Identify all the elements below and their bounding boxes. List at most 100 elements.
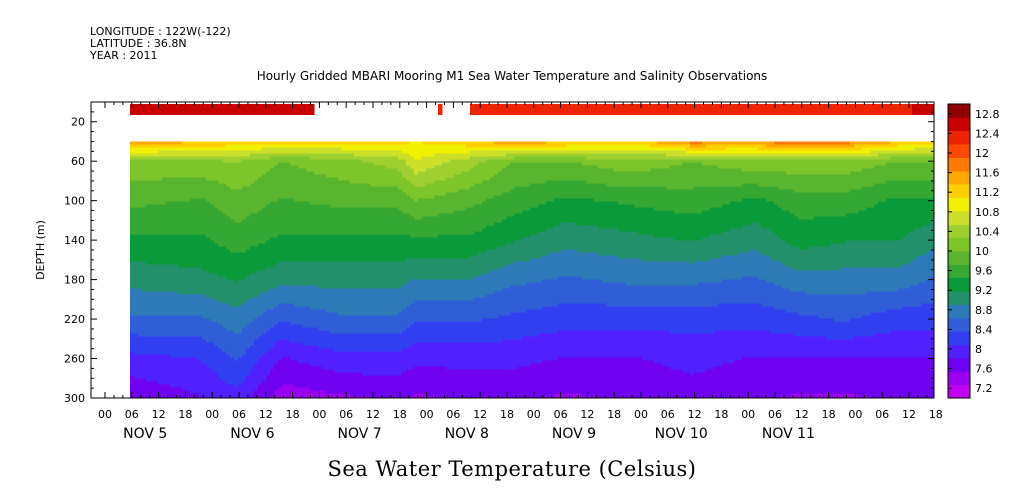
heatmap-cell — [354, 333, 359, 337]
heatmap-cell — [162, 210, 167, 214]
heatmap-cell — [218, 231, 223, 235]
heatmap-cell — [238, 195, 243, 199]
heatmap-cell — [310, 306, 315, 310]
heatmap-cell — [334, 150, 339, 154]
heatmap-cell — [162, 291, 167, 295]
heatmap-cell — [242, 390, 247, 394]
heatmap-cell — [186, 264, 191, 268]
heatmap-cell — [358, 285, 363, 289]
heatmap-cell — [230, 225, 235, 229]
heatmap-cell — [214, 279, 219, 283]
heatmap-cell — [278, 351, 283, 355]
heatmap-cell — [214, 159, 219, 163]
heatmap-cell — [338, 225, 343, 229]
heatmap-cell — [222, 393, 227, 397]
heatmap-cell — [274, 363, 279, 367]
heatmap-cell — [246, 222, 251, 226]
heatmap-cell — [274, 294, 279, 298]
heatmap-cell — [310, 198, 315, 202]
heatmap-cell — [302, 330, 307, 334]
heatmap-cell — [274, 201, 279, 205]
heatmap-cell — [142, 198, 147, 202]
heatmap-cell — [278, 150, 283, 154]
heatmap-cell — [338, 297, 343, 301]
heatmap-cell — [218, 282, 223, 286]
heatmap-cell — [198, 366, 203, 370]
heatmap-cell — [326, 315, 331, 319]
heatmap-cell — [330, 258, 335, 262]
heatmap-cell — [226, 183, 231, 187]
heatmap-cell — [314, 237, 319, 241]
heatmap-cell — [354, 219, 359, 223]
heatmap-cell — [346, 255, 351, 259]
heatmap-cell — [342, 288, 347, 292]
heatmap-cell — [174, 174, 179, 178]
heatmap-cell — [234, 372, 239, 376]
heatmap-cell — [242, 171, 247, 175]
heatmap-cell — [150, 294, 155, 298]
heatmap-cell — [158, 204, 163, 208]
heatmap-cell — [254, 363, 259, 367]
heatmap-cell — [134, 264, 139, 268]
heatmap-cell — [354, 216, 359, 220]
heatmap-cell — [354, 366, 359, 370]
heatmap-cell — [162, 297, 167, 301]
heatmap-cell — [230, 375, 235, 379]
heatmap-cell — [214, 276, 219, 280]
heatmap-cell — [230, 168, 235, 172]
heatmap-cell — [314, 294, 319, 298]
heatmap-cell — [194, 291, 199, 295]
heatmap-cell — [250, 339, 255, 343]
heatmap-cell — [214, 375, 219, 379]
heatmap-cell — [158, 348, 163, 352]
heatmap-cell — [146, 372, 151, 376]
heatmap-cell — [274, 147, 279, 151]
heatmap-cell — [306, 219, 311, 223]
heatmap-cell — [226, 351, 231, 355]
heatmap-cell — [166, 159, 171, 163]
heatmap-cell — [266, 144, 271, 148]
heatmap-cell — [162, 222, 167, 226]
heatmap-cell — [162, 177, 167, 181]
heatmap-cell — [270, 294, 275, 298]
heatmap-cell — [314, 243, 319, 247]
heatmap-cell — [298, 255, 303, 259]
heatmap-cell — [218, 255, 223, 259]
heatmap-cell — [146, 156, 151, 160]
heatmap-cell — [354, 258, 359, 262]
heatmap-cell — [254, 339, 259, 343]
heatmap-cell — [254, 144, 259, 148]
heatmap-cell — [178, 360, 183, 364]
heatmap-cell — [266, 297, 271, 301]
heatmap-cell — [166, 219, 171, 223]
heatmap-cell — [298, 174, 303, 178]
heatmap-cell — [254, 159, 259, 163]
heatmap-cell — [318, 159, 323, 163]
heatmap-cell — [174, 267, 179, 271]
heatmap-cell — [134, 288, 139, 292]
heatmap-cell — [246, 189, 251, 193]
heatmap-cell — [242, 279, 247, 283]
heatmap-cell — [182, 204, 187, 208]
heatmap-cell — [190, 279, 195, 283]
heatmap-cell — [294, 168, 299, 172]
heatmap-cell — [254, 210, 259, 214]
heatmap-cell — [186, 213, 191, 217]
heatmap-cell — [234, 219, 239, 223]
heatmap-cell — [342, 390, 347, 394]
heatmap-cell — [330, 273, 335, 277]
heatmap-cell — [286, 276, 291, 280]
heatmap-cell — [158, 354, 163, 358]
heatmap-cell — [306, 192, 311, 196]
heatmap-cell — [286, 174, 291, 178]
heatmap-cell — [258, 231, 263, 235]
heatmap-cell — [274, 240, 279, 244]
heatmap-cell — [278, 357, 283, 361]
heatmap-cell — [346, 306, 351, 310]
heatmap-cell — [182, 255, 187, 259]
heatmap-cell — [262, 168, 267, 172]
heatmap-cell — [354, 276, 359, 280]
heatmap-cell — [278, 162, 283, 166]
heatmap-cell — [238, 183, 243, 187]
heatmap-cell — [150, 345, 155, 349]
